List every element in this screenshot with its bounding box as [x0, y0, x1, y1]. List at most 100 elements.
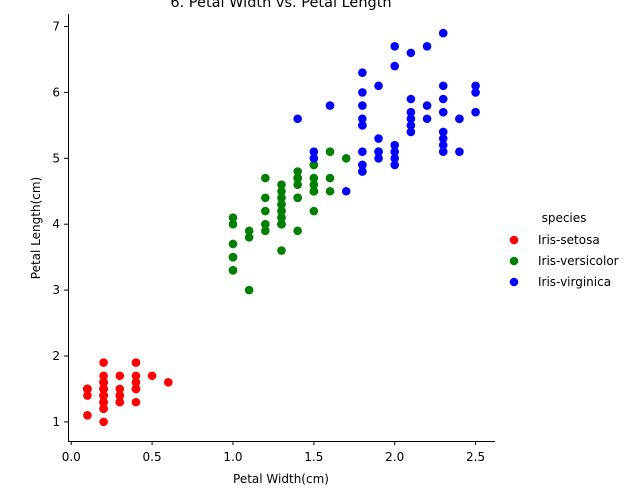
x-tick-label: 1.5	[304, 450, 323, 464]
data-point-0-44	[131, 358, 141, 367]
data-point-0-31	[131, 384, 141, 394]
data-point-2-41	[438, 147, 448, 157]
data-point-2-17	[422, 41, 432, 51]
data-point-0-46	[99, 378, 108, 387]
data-point-1-30	[244, 233, 254, 242]
data-point-1-19	[244, 226, 254, 236]
data-point-0-45	[115, 391, 125, 400]
data-point-2-32	[422, 114, 432, 124]
data-point-1-40	[261, 193, 270, 203]
data-point-2-39	[406, 127, 416, 137]
x-tick-label: 1.0	[223, 450, 242, 464]
data-point-2-28	[406, 114, 416, 124]
data-point-1-32	[261, 226, 270, 236]
data-point-2-7	[358, 68, 367, 77]
data-point-2-3	[358, 114, 367, 124]
data-point-2-12	[406, 121, 416, 130]
data-point-2-30	[374, 81, 383, 91]
data-point-2-9	[471, 81, 480, 91]
data-point-2-4	[422, 101, 432, 110]
legend-label: Iris-setosa	[538, 233, 600, 247]
x-axis-ticks: 0.0 0.5 1.0 1.5 2.0 2.5	[62, 441, 485, 464]
y-tick-label: 2	[52, 349, 60, 363]
data-point-0-42	[99, 397, 108, 407]
data-point-2-48	[438, 127, 448, 137]
data-point-2-20	[438, 107, 448, 117]
data-point-2-46	[374, 154, 383, 163]
data-point-1-6	[325, 173, 335, 183]
data-point-1-13	[293, 173, 302, 183]
data-point-2-11	[374, 134, 383, 143]
legend-items: Iris-setosa Iris-versicolor Iris-virginica	[509, 233, 619, 289]
data-point-2-42	[374, 147, 383, 157]
data-point-0-16	[131, 397, 141, 407]
data-point-1-36	[309, 173, 319, 183]
data-point-1-23	[261, 173, 270, 183]
data-point-2-31	[390, 61, 400, 71]
data-point-2-25	[358, 88, 367, 97]
data-point-0-26	[131, 378, 141, 387]
data-point-1-5	[277, 186, 286, 196]
data-point-2-35	[438, 81, 448, 91]
data-point-1-11	[309, 206, 319, 216]
legend-label: Iris-virginica	[538, 275, 611, 289]
data-point-2-22	[390, 41, 400, 51]
y-axis-label: Petal Length(cm)	[29, 177, 43, 279]
legend: species Iris-setosa Iris-versicolor Iris-v…	[509, 211, 619, 289]
data-point-1-27	[341, 154, 351, 163]
data-point-0-5	[131, 371, 141, 381]
data-point-1-14	[277, 246, 286, 255]
y-tick-label: 4	[52, 217, 60, 231]
y-tick-label: 3	[52, 283, 60, 297]
data-point-0-41	[115, 397, 125, 407]
data-point-0-37	[83, 384, 92, 394]
x-axis-label: Petal Width(cm)	[233, 472, 329, 486]
data-point-2-38	[358, 167, 367, 176]
legend-marker	[509, 235, 519, 245]
y-axis-ticks: 1 2 3 4 5 6 7	[52, 20, 68, 429]
data-point-2-6	[341, 186, 351, 196]
legend-marker	[509, 277, 519, 287]
data-point-2-45	[438, 140, 448, 150]
data-point-1-35	[325, 186, 335, 196]
data-point-2-0	[471, 88, 480, 97]
data-point-1-31	[228, 239, 238, 249]
data-point-0-12	[83, 391, 92, 400]
data-point-0-23	[147, 371, 157, 381]
data-point-1-34	[309, 186, 319, 196]
data-point-2-37	[358, 121, 367, 130]
data-point-2-44	[471, 107, 480, 117]
data-point-1-26	[293, 167, 302, 176]
data-point-2-2	[406, 94, 416, 104]
data-point-1-37	[277, 193, 286, 203]
legend-title: species	[542, 211, 587, 225]
data-point-0-20	[99, 371, 108, 381]
data-point-0-22	[99, 417, 108, 427]
data-point-0-43	[163, 378, 173, 387]
data-point-2-33	[309, 147, 319, 157]
data-point-0-24	[99, 358, 108, 367]
data-point-1-49	[277, 213, 286, 222]
legend-marker	[509, 256, 519, 266]
data-point-2-14	[455, 147, 464, 157]
data-point-1-33	[325, 147, 335, 157]
data-point-0-18	[115, 371, 125, 381]
y-tick-label: 6	[52, 85, 60, 99]
data-point-2-21	[390, 160, 400, 170]
data-point-1-25	[293, 193, 302, 203]
data-point-1-4	[309, 180, 319, 189]
data-point-0-35	[99, 404, 108, 414]
data-point-1-39	[277, 219, 286, 229]
data-point-2-8	[358, 101, 367, 110]
data-point-1-46	[277, 206, 286, 216]
data-point-0-13	[83, 411, 92, 420]
legend-label: Iris-versicolor	[538, 254, 619, 268]
data-point-1-17	[228, 213, 238, 222]
data-point-1-48	[244, 285, 254, 295]
y-tick-label: 7	[52, 20, 60, 34]
data-point-0-49	[99, 391, 108, 400]
data-point-1-45	[261, 206, 270, 216]
y-tick-label: 1	[52, 415, 60, 429]
data-point-0-19	[115, 384, 125, 394]
